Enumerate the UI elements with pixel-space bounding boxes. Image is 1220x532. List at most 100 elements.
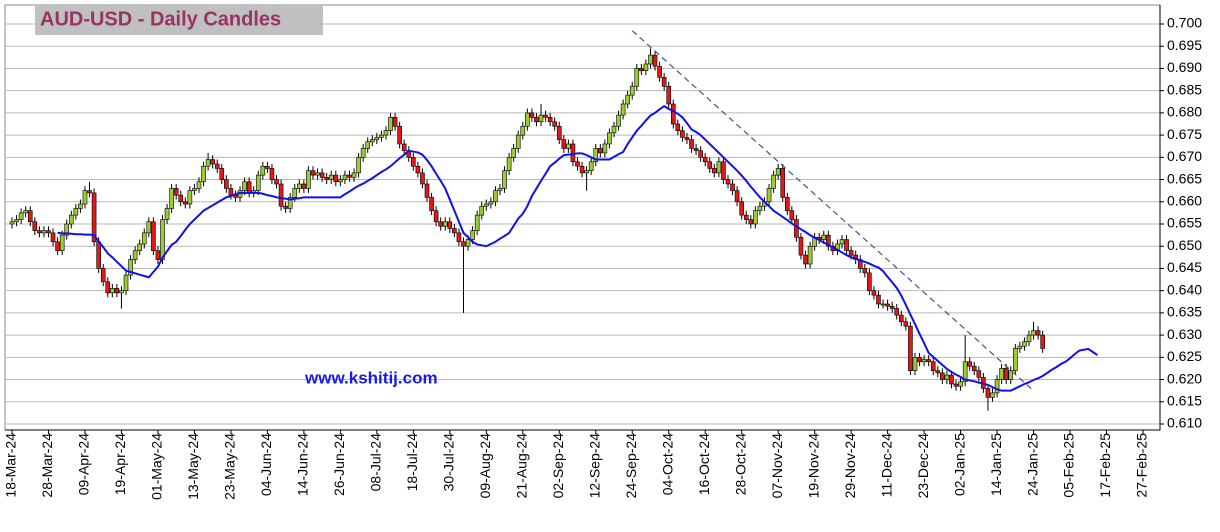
candle-body xyxy=(839,239,845,245)
candle-body xyxy=(807,245,813,265)
candle-body xyxy=(442,221,448,227)
candle-body xyxy=(429,197,434,211)
candle-body xyxy=(944,374,950,380)
candle-body xyxy=(201,165,206,183)
candle-body xyxy=(543,114,548,118)
candle-body xyxy=(698,150,703,158)
candle-body xyxy=(342,174,348,180)
candle-body xyxy=(716,161,722,174)
x-tick-label: 09-Aug-24 xyxy=(477,433,493,499)
candle-body xyxy=(657,65,662,78)
candle-body xyxy=(388,117,393,131)
candle-body xyxy=(14,219,19,223)
candle-body xyxy=(643,63,649,71)
candle-body xyxy=(424,183,430,198)
candle-body xyxy=(82,190,88,205)
y-tick-label: 0.695 xyxy=(1167,37,1202,53)
candle-body xyxy=(324,177,329,180)
candle-body xyxy=(452,228,457,234)
candle-body xyxy=(192,188,197,191)
candle-body xyxy=(880,303,886,306)
candle-body xyxy=(351,172,357,178)
candle-body xyxy=(971,365,977,371)
candle-body xyxy=(265,165,270,169)
candle-body xyxy=(602,143,608,154)
candle-body xyxy=(315,172,320,176)
candle-body xyxy=(693,148,699,151)
title-box xyxy=(35,5,323,35)
candle-body xyxy=(538,114,544,123)
candle-body xyxy=(502,170,507,189)
candle-body xyxy=(374,137,380,140)
candle-body xyxy=(219,168,225,180)
candle-body xyxy=(871,290,877,296)
candle-body xyxy=(96,241,101,269)
candle-body xyxy=(32,221,38,231)
x-tick-label: 27-Feb-25 xyxy=(1134,433,1150,498)
candle-body xyxy=(547,117,553,123)
candle-body xyxy=(976,370,982,378)
candle-body xyxy=(629,85,635,96)
candle-body xyxy=(310,170,316,176)
candle-body xyxy=(474,214,480,231)
candle-body xyxy=(360,148,366,158)
candle-body xyxy=(470,230,475,240)
y-tick-label: 0.670 xyxy=(1167,148,1202,164)
candle-body xyxy=(921,359,927,363)
candle-body xyxy=(648,54,653,65)
candle-body xyxy=(456,232,462,243)
candle-body xyxy=(23,210,28,214)
candle-body xyxy=(246,181,252,194)
x-tick-label: 07-Nov-24 xyxy=(769,433,785,499)
candle-body xyxy=(438,221,443,227)
candle-body xyxy=(255,174,261,191)
candle-body xyxy=(620,103,626,116)
y-tick-label: 0.665 xyxy=(1167,170,1202,186)
x-tick-label: 24-Sep-24 xyxy=(623,433,639,499)
candle-body xyxy=(702,157,708,163)
candle-body xyxy=(967,361,973,367)
x-tick-label: 08-Jul-24 xyxy=(368,433,384,492)
candle-body xyxy=(1013,348,1018,371)
candle-body xyxy=(68,214,74,225)
candle-body xyxy=(228,188,234,196)
x-tick-label: 30-Jul-24 xyxy=(441,433,457,492)
candle-body xyxy=(584,170,589,174)
x-tick-label: 04-Oct-24 xyxy=(659,433,675,495)
y-tick-label: 0.660 xyxy=(1167,192,1202,208)
candle-body xyxy=(46,230,51,234)
candle-body xyxy=(1026,334,1032,343)
x-tick-label: 04-Jun-24 xyxy=(258,433,274,496)
candle-body xyxy=(292,188,298,198)
candle-body xyxy=(894,308,900,316)
candle-body xyxy=(488,201,494,205)
candle-body xyxy=(319,172,325,178)
y-tick-label: 0.680 xyxy=(1167,104,1202,120)
y-tick-label: 0.620 xyxy=(1167,370,1202,386)
candle-body xyxy=(634,68,640,87)
candle-body xyxy=(525,112,530,127)
x-tick-label: 05-Feb-25 xyxy=(1061,433,1077,498)
candle-body xyxy=(297,183,302,189)
x-tick-label: 02-Jan-25 xyxy=(951,433,967,496)
candle-body xyxy=(867,272,872,291)
candle-body xyxy=(178,194,184,203)
candle-body xyxy=(356,157,361,174)
candle-body xyxy=(862,268,868,274)
y-tick-label: 0.610 xyxy=(1167,415,1202,431)
y-tick-label: 0.615 xyxy=(1167,392,1202,408)
candle-body xyxy=(689,139,694,149)
candle-body xyxy=(826,234,831,247)
candle-body xyxy=(274,179,279,185)
candle-body xyxy=(18,212,24,220)
candle-body xyxy=(151,221,156,251)
candle-body xyxy=(328,174,334,180)
candle-body xyxy=(141,232,147,245)
x-tick-label: 02-Sep-24 xyxy=(550,433,566,499)
candle-body xyxy=(483,203,489,207)
candle-body xyxy=(616,114,621,127)
candle-body xyxy=(160,219,165,260)
candle-body xyxy=(848,250,854,256)
candle-body xyxy=(552,121,557,127)
